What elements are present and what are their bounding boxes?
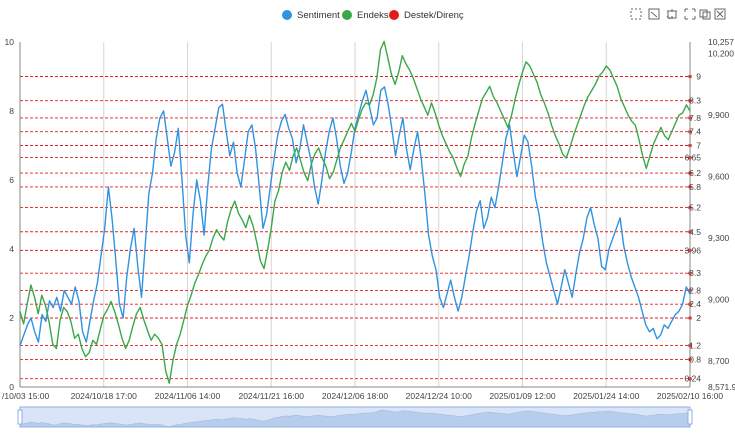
y-right-tick-label: 9,600: [708, 172, 730, 182]
support-resistance-label: 5.2: [689, 203, 701, 213]
data-zoom-window[interactable]: [19, 406, 691, 428]
support-resistance-label: 2.8: [689, 285, 701, 295]
support-resistance-label: 3.96: [684, 245, 701, 255]
x-tick-label: 2025/02/10 16:00: [657, 391, 723, 401]
x-tick-label: 2024/11/21 16:00: [238, 391, 304, 401]
y-right-tick-label: 9,900: [708, 110, 730, 120]
legend[interactable]: Sentiment Endeks Destek/Direnç: [282, 10, 464, 21]
support-resistance-label: 5.8: [689, 182, 701, 192]
x-tick-label: 2024/12/06 18:00: [322, 391, 388, 401]
save-icon[interactable]: [699, 9, 711, 20]
legend-item-endeks[interactable]: Endeks: [342, 10, 389, 21]
legend-label-destek-direnc: Destek/Direnç: [404, 10, 464, 21]
support-resistance-label: 6.2: [689, 168, 701, 178]
zoom-select-icon[interactable]: [630, 8, 642, 20]
x-tick-label: 2025/01/09 12:00: [489, 391, 555, 401]
support-resistance-label: 8.3: [689, 96, 701, 106]
support-resistance-label: 7.8: [689, 113, 701, 123]
support-resistance-label: 0.8: [689, 354, 701, 364]
axes: [19, 42, 691, 388]
support-resistance-label: 9: [696, 72, 701, 82]
y-right-tick-label: 8,571.9: [708, 382, 735, 392]
data-zoom-handle-left[interactable]: [17, 409, 23, 425]
y-right-tick-label: 10,200: [708, 49, 734, 59]
zoom-reset-icon[interactable]: [648, 8, 660, 20]
y-left-tick-label: 6: [9, 175, 14, 185]
legend-item-destek-direnc[interactable]: Destek/Direnç: [389, 10, 464, 21]
series-line-sentiment: [19, 86, 691, 346]
data-zoom-preview: [19, 409, 691, 428]
y-left-tick-label: 0: [9, 382, 14, 392]
legend-item-sentiment[interactable]: Sentiment: [282, 10, 340, 21]
support-resistance-label: 2: [696, 313, 701, 323]
y-right-tick-label: 8,700: [708, 356, 730, 366]
tick-labels: /10/03 15:00 2024/10/18 17:00 2024/11/06 1…: [2, 37, 735, 401]
support-resistance-label: 7: [696, 141, 701, 151]
x-tick-label: 2025/01/24 14:00: [573, 391, 639, 401]
legend-marker-endeks: [342, 10, 352, 20]
x-tick-label: /10/03 15:00: [2, 391, 50, 401]
data-zoom-handle-right[interactable]: [687, 409, 693, 425]
y-left-tick-label: 4: [9, 244, 14, 254]
data-zoom-slider[interactable]: [17, 406, 693, 428]
support-resistance-label: 7.4: [689, 127, 701, 137]
fullscreen-icon[interactable]: [714, 8, 726, 20]
support-resistance-label: 2.4: [689, 299, 701, 309]
restore-icon[interactable]: [684, 8, 696, 20]
legend-label-sentiment: Sentiment: [297, 10, 340, 21]
toolbox: [630, 8, 726, 20]
legend-marker-destek-direnc: [389, 10, 399, 20]
y-right-tick-label: 9,000: [708, 294, 730, 304]
support-resistance-label: 0.24: [684, 374, 701, 384]
legend-label-endeks: Endeks: [357, 10, 389, 21]
y-right-tick-label: 10,257: [708, 37, 734, 47]
series-line-endeks: [19, 40, 691, 384]
legend-marker-sentiment: [282, 10, 292, 20]
y-left-tick-label: 8: [9, 106, 14, 116]
y-left-tick-label: 10: [5, 37, 15, 47]
x-tick-label: 2024/11/06 14:00: [155, 391, 221, 401]
lasso-icon[interactable]: [666, 9, 677, 20]
y-right-tick-label: 9,300: [708, 233, 730, 243]
series: [19, 40, 691, 384]
x-tick-label: 2024/12/24 10:00: [406, 391, 472, 401]
support-resistance-label: 1.2: [689, 341, 701, 351]
support-resistance-label: 3.3: [689, 268, 701, 278]
y-left-tick-label: 2: [9, 313, 14, 323]
x-tick-label: 2024/10/18 17:00: [71, 391, 137, 401]
support-resistance-label: 4.5: [689, 227, 701, 237]
support-resistance-label: 6.65: [684, 153, 701, 163]
